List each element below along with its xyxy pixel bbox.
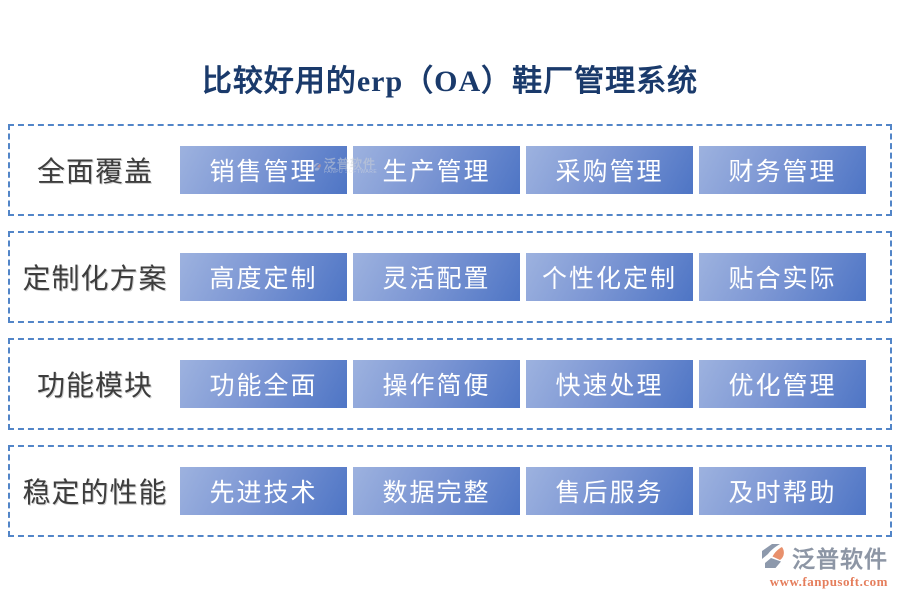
feature-pill: 个性化定制 (526, 253, 693, 301)
feature-pill: 灵活配置 (353, 253, 520, 301)
feature-category-label: 稳定的性能 (22, 478, 168, 509)
feature-pill: 优化管理 (699, 360, 866, 408)
brand-url: www.fanpusoft.com (769, 574, 888, 589)
feature-category-label: 功能模块 (36, 371, 153, 402)
feature-pill: 操作简便 (353, 360, 520, 408)
fanpu-logo-icon (762, 544, 784, 568)
feature-pill: 采购管理 (526, 146, 693, 194)
feature-pill-group: 销售管理 生产管理 采购管理 财务管理 (180, 146, 866, 194)
feature-row: 定制化方案 高度定制 灵活配置 个性化定制 贴合实际 (8, 231, 892, 323)
feature-pill: 售后服务 (526, 467, 693, 515)
brand-name: 泛普软件 (792, 546, 888, 572)
feature-pill: 先进技术 (180, 467, 347, 515)
feature-pill-group: 高度定制 灵活配置 个性化定制 贴合实际 (180, 253, 866, 301)
feature-pill: 及时帮助 (699, 467, 866, 515)
feature-row: 稳定的性能 先进技术 数据完整 售后服务 及时帮助 (8, 445, 892, 537)
feature-pill: 快速处理 (526, 360, 693, 408)
feature-pill-group: 功能全面 操作简便 快速处理 优化管理 (180, 360, 866, 408)
feature-pill: 财务管理 (699, 146, 866, 194)
feature-category-label: 全面覆盖 (36, 157, 153, 188)
feature-pill: 高度定制 (180, 253, 347, 301)
feature-pill: 贴合实际 (699, 253, 866, 301)
feature-pill: 生产管理 (353, 146, 520, 194)
feature-row: 功能模块 功能全面 操作简便 快速处理 优化管理 (8, 338, 892, 430)
feature-row: 全面覆盖 销售管理 生产管理 采购管理 财务管理 (8, 124, 892, 216)
fanpu-brand-logo: 泛普软件 www.fanpusoft.com (756, 540, 888, 590)
feature-pill-group: 先进技术 数据完整 售后服务 及时帮助 (180, 467, 866, 515)
page-title: 比较好用的erp（OA）鞋厂管理系统 (201, 65, 699, 98)
feature-pill: 销售管理 (180, 146, 347, 194)
feature-category-label: 定制化方案 (22, 264, 168, 295)
feature-pill: 数据完整 (353, 467, 520, 515)
feature-pill: 功能全面 (180, 360, 347, 408)
feature-rows: 全面覆盖 销售管理 生产管理 采购管理 财务管理 定制化方案 高度定制 灵活配置… (8, 124, 892, 537)
